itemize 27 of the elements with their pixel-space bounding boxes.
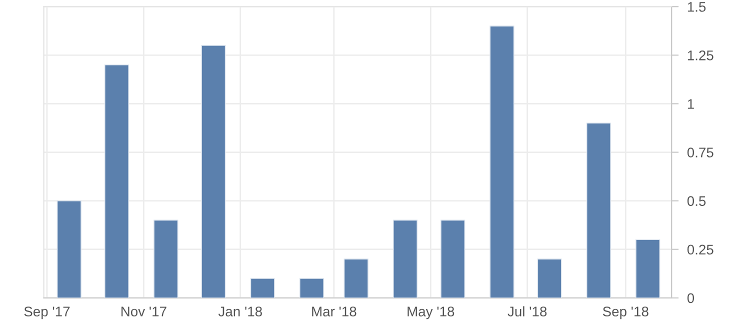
y-tick-label: 0: [687, 293, 694, 304]
y-tick-label: 0.75: [687, 148, 714, 158]
y-tick-label: 0.25: [687, 244, 714, 255]
bar: [104, 64, 130, 298]
bar: [440, 220, 466, 298]
bar: [537, 258, 562, 298]
bar: [586, 122, 611, 298]
x-tick-label: Jan '18: [218, 306, 262, 316]
bar: [56, 200, 82, 298]
x-tick-label: Sep '18: [602, 306, 648, 320]
bar: [344, 258, 368, 298]
x-tick-label: Sep '17: [24, 306, 70, 320]
bar: [636, 239, 660, 298]
bar: [154, 220, 178, 298]
x-tick-label: May '18: [408, 306, 454, 320]
x-tick-label: Mar '18: [312, 306, 356, 316]
x-tick-label: Jul '18: [508, 306, 547, 316]
y-tick-label: 1.5: [688, 2, 706, 12]
y-tick-label: 1: [688, 99, 694, 109]
bar: [201, 45, 226, 298]
y-tick-label: 0.5: [687, 196, 706, 206]
x-tick-label: Nov '17: [121, 306, 166, 316]
bar: [299, 278, 324, 298]
bar: [490, 26, 514, 298]
y-tick-label: 1.25: [688, 50, 714, 60]
bar: [250, 278, 275, 298]
bar: [392, 220, 418, 298]
